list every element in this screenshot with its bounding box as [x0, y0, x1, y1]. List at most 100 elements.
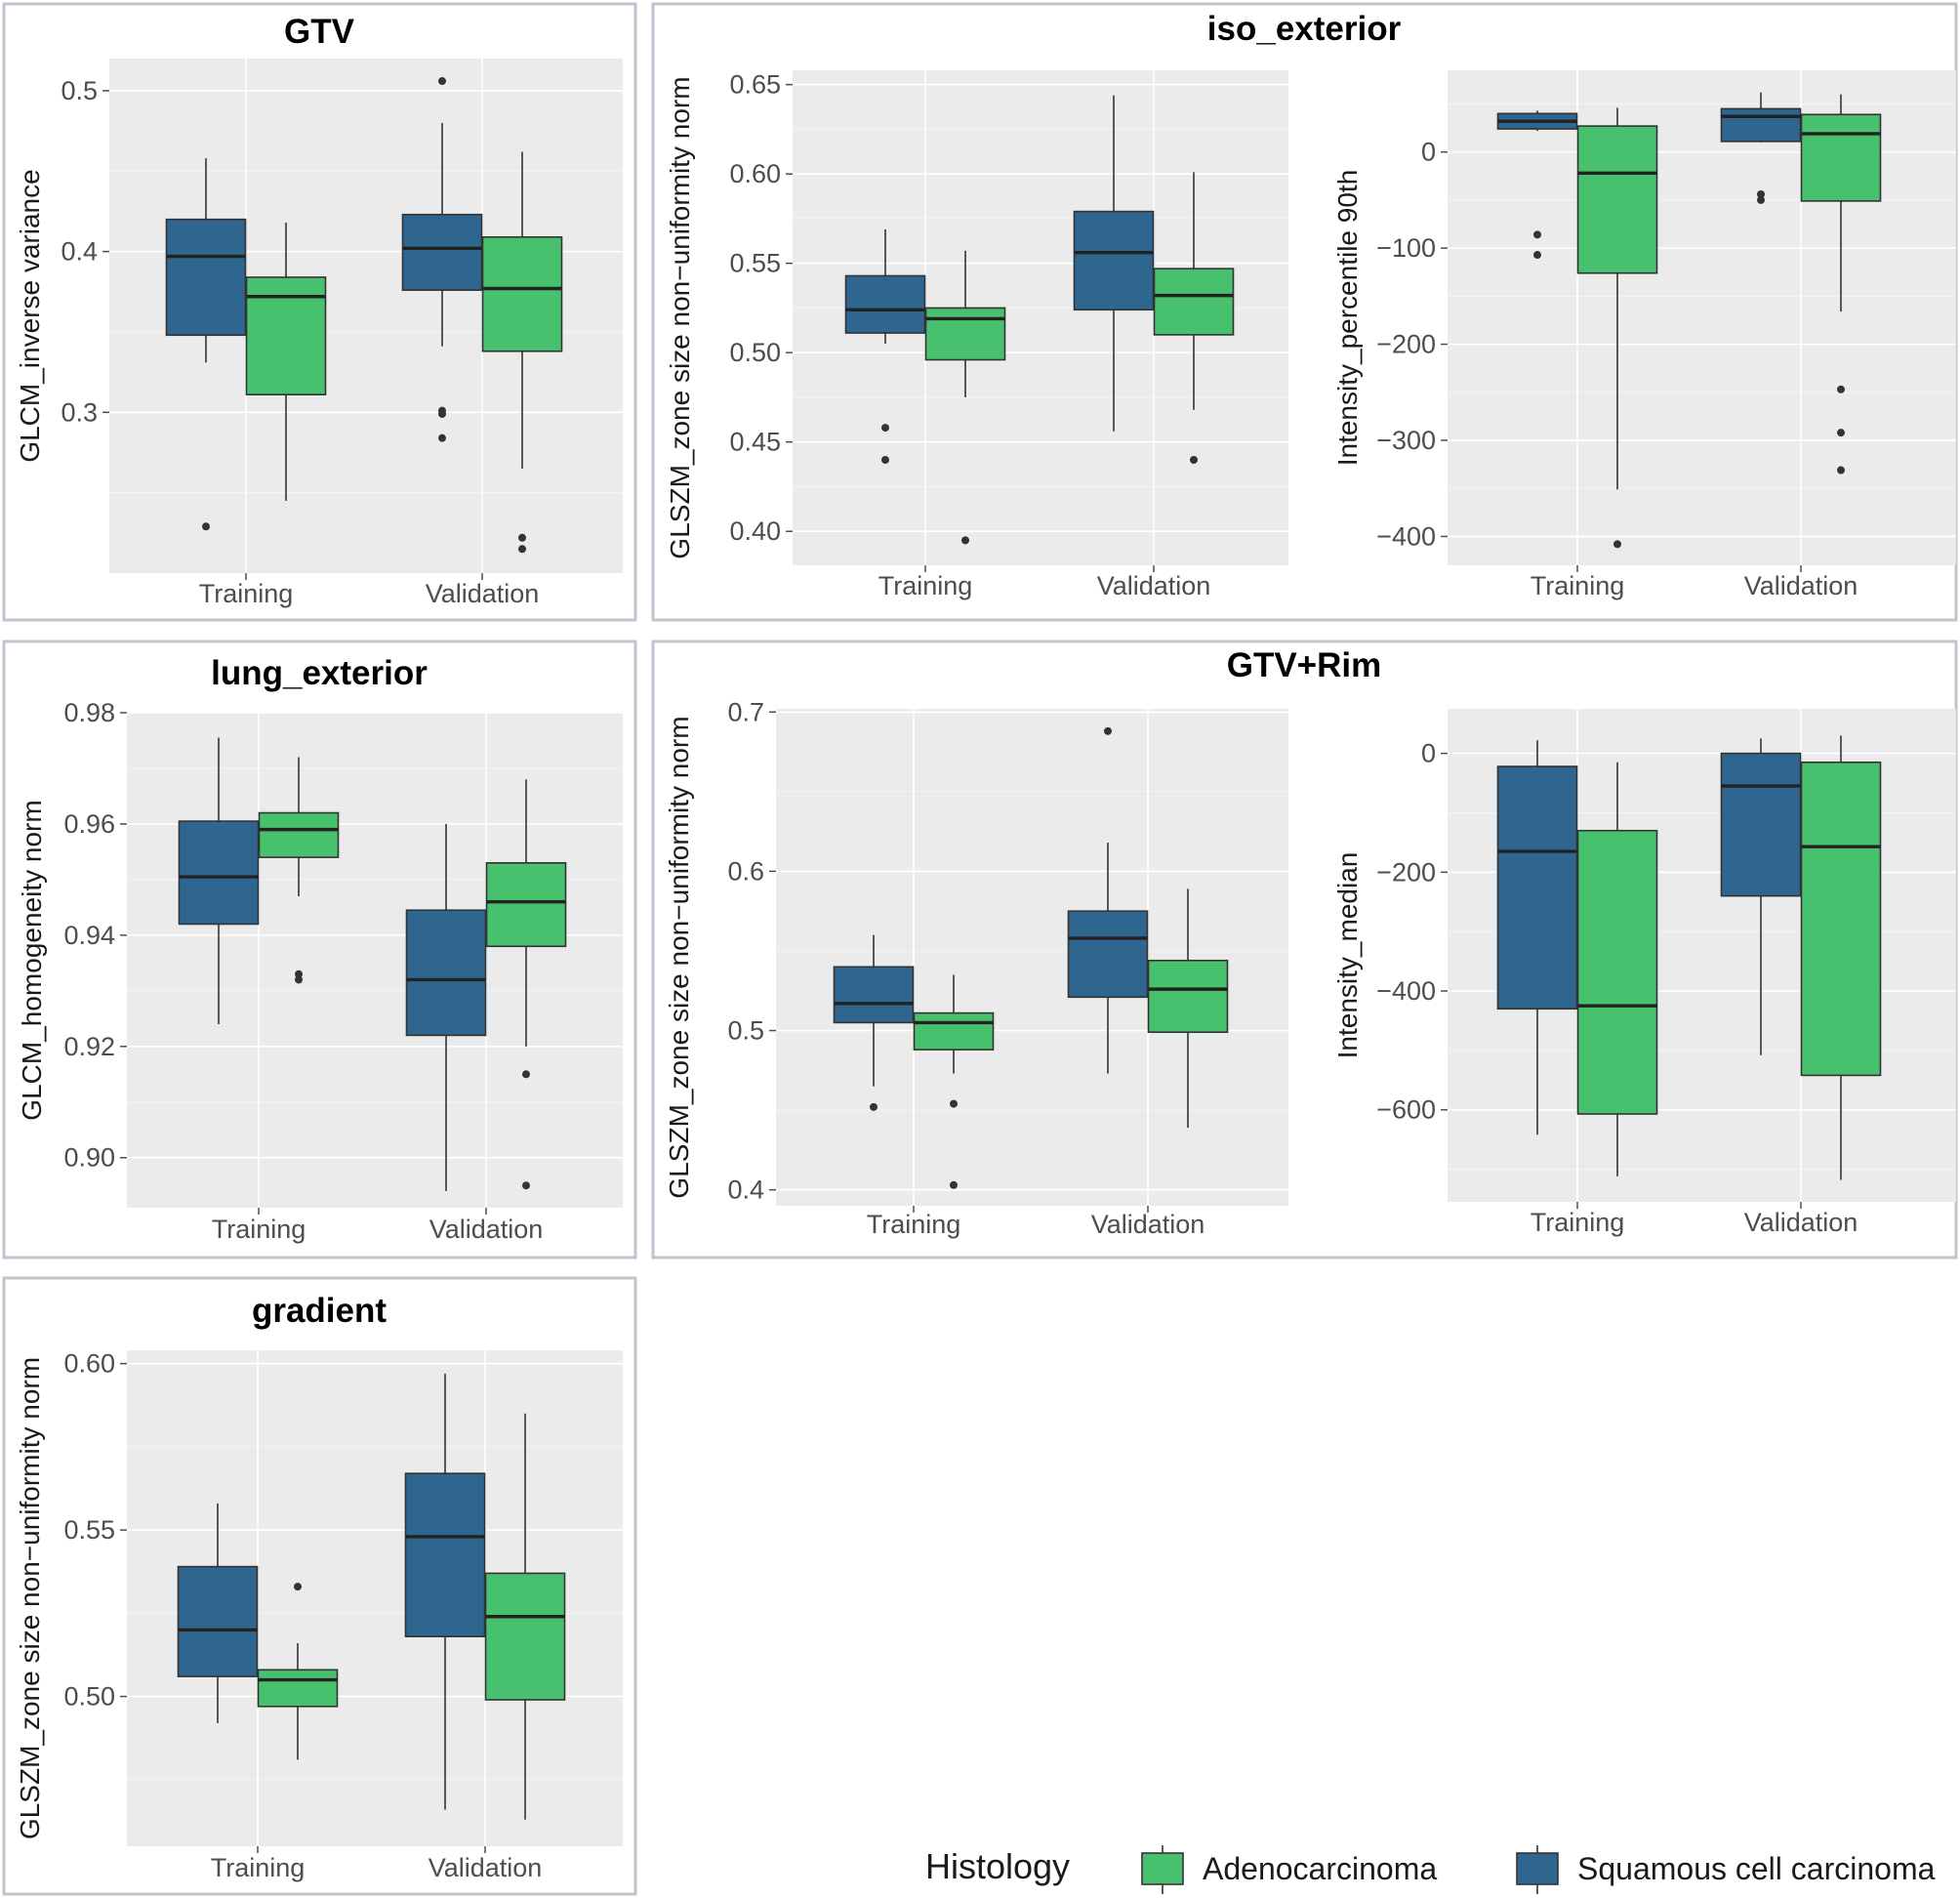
plot-background — [776, 709, 1288, 1206]
box-squamous-validation — [1067, 726, 1149, 1074]
y-tick-label: −400 — [1376, 976, 1436, 1006]
legend-label-adenocarcinoma: Adenocarcinoma — [1203, 1851, 1437, 1886]
y-axis-title: Intensity_median — [1332, 852, 1363, 1059]
y-tick-label: −400 — [1376, 521, 1436, 551]
panel-title-gradient: gradient — [252, 1292, 387, 1330]
box-squamous-training — [844, 228, 926, 465]
box-adenocarcinoma-validation — [1800, 94, 1882, 474]
box-iqr — [1576, 829, 1658, 1115]
y-axis-title: GLSZM_zone size non−uniformity norm — [665, 76, 695, 558]
x-tick-label: Validation — [1744, 1208, 1858, 1237]
outlier-point — [518, 545, 526, 554]
y-axis-title: GLCM_inverse variance — [15, 169, 45, 462]
box-iqr — [833, 966, 915, 1024]
y-tick-label: 0.90 — [63, 1143, 115, 1173]
boxplot-iso-zone-size: 0.40 0.45 0.50 0.55 0.60 0.65 Training Validati… — [665, 70, 1288, 600]
y-tick-label: −300 — [1376, 426, 1436, 455]
y-tick-label: 0.7 — [727, 697, 764, 726]
y-tick-label: −100 — [1376, 233, 1436, 263]
y-tick-label: 0.5 — [61, 76, 98, 105]
y-tick-label: 0.5 — [727, 1016, 764, 1046]
y-tick-label: 0.40 — [729, 516, 781, 546]
outlier-point — [202, 522, 210, 531]
plot-background — [127, 713, 623, 1208]
x-tick-label: Training — [867, 1210, 961, 1239]
box-iqr — [844, 274, 926, 334]
x-tick-label: Validation — [426, 579, 540, 608]
box-squamous-validation — [401, 77, 483, 442]
outlier-point — [881, 424, 889, 433]
outlier-point — [295, 975, 303, 984]
x-tick-label: Validation — [1091, 1210, 1205, 1239]
y-axis-title: GLCM_homogeneity norm — [17, 800, 47, 1120]
box-iqr — [257, 1669, 339, 1708]
y-tick-label: −600 — [1376, 1095, 1436, 1125]
box-adenocarcinoma-validation — [1800, 735, 1882, 1180]
box-iqr — [913, 1011, 995, 1051]
legend-title: Histology — [925, 1846, 1070, 1886]
x-tick-label: Training — [878, 571, 973, 600]
box-iqr — [177, 1565, 259, 1677]
y-tick-label: 0.45 — [729, 428, 781, 457]
outlier-point — [950, 1099, 958, 1108]
box-iqr — [404, 1472, 486, 1638]
outlier-point — [1837, 466, 1845, 474]
y-tick-label: 0.50 — [63, 1682, 115, 1712]
y-tick-label: 0.98 — [63, 698, 115, 727]
outlier-point — [438, 433, 446, 442]
outlier-point — [294, 1583, 302, 1591]
box-adenocarcinoma-training — [257, 1583, 339, 1760]
box-squamous-validation — [404, 1373, 486, 1810]
box-iqr — [1800, 761, 1882, 1077]
box-iqr — [924, 307, 1006, 361]
box-iqr — [1153, 268, 1235, 336]
y-tick-label: −200 — [1376, 857, 1436, 887]
y-tick-label: 0.55 — [63, 1515, 115, 1545]
outlier-point — [1837, 429, 1845, 437]
outlier-point — [295, 970, 303, 978]
y-axis-title: Intensity_percentile 90th — [1332, 170, 1363, 467]
y-tick-label: 0.94 — [63, 921, 115, 950]
legend-key-squamous — [1516, 1845, 1559, 1894]
legend-swatch-squamous-cell-carcinoma — [1516, 1852, 1559, 1885]
box-squamous-validation — [405, 823, 487, 1191]
box-squamous-training — [178, 737, 260, 1025]
outlier-point — [1533, 251, 1541, 260]
y-tick-label: 0.60 — [63, 1349, 115, 1379]
box-iqr — [1073, 210, 1155, 311]
legend-label-squamous-cell-carcinoma: Squamous cell carcinoma — [1577, 1851, 1936, 1886]
outlier-point — [438, 409, 446, 418]
box-adenocarcinoma-validation — [484, 1413, 566, 1820]
y-tick-label: 0.96 — [63, 809, 115, 839]
y-tick-label: 0.4 — [727, 1176, 764, 1205]
box-squamous-training — [177, 1503, 259, 1723]
outlier-point — [1104, 726, 1112, 735]
x-tick-label: Training — [1531, 571, 1625, 600]
y-tick-label: 0.92 — [63, 1032, 115, 1061]
box-iqr — [1067, 910, 1149, 999]
box-adenocarcinoma-training — [1576, 107, 1658, 549]
outlier-point — [881, 456, 889, 465]
box-iqr — [178, 820, 260, 926]
y-tick-label: 0.60 — [729, 159, 781, 188]
outlier-point — [961, 536, 969, 545]
box-adenocarcinoma-training — [245, 222, 327, 501]
y-tick-label: 0.6 — [727, 856, 764, 886]
box-adenocarcinoma-validation — [485, 779, 567, 1190]
box-squamous-training — [833, 934, 915, 1111]
x-tick-label: Validation — [429, 1853, 543, 1882]
box-iqr — [484, 1572, 566, 1701]
box-adenocarcinoma-training — [924, 250, 1006, 545]
box-squamous-validation — [1720, 92, 1802, 204]
y-tick-label: 0 — [1421, 739, 1436, 768]
outlier-point — [1533, 230, 1541, 239]
y-tick-label: −200 — [1376, 330, 1436, 359]
boxplot-iso-percentile-90: −400 −300 −200 −100 0 Training Validation Inten… — [1332, 70, 1956, 600]
panel-title-gtv: GTV — [284, 13, 355, 51]
x-tick-label: Validation — [1744, 571, 1858, 600]
box-iqr — [405, 909, 487, 1037]
outlier-point — [522, 1181, 530, 1190]
y-axis-title: GLSZM_zone size non−uniformity norm — [664, 716, 694, 1198]
outlier-point — [1757, 189, 1765, 198]
